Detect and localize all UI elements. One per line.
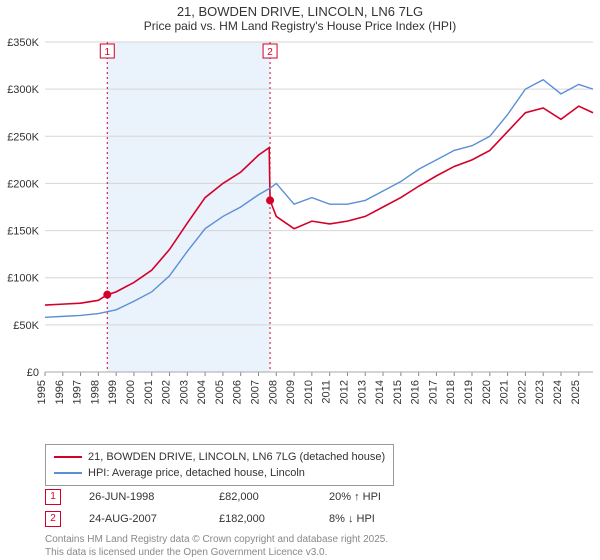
svg-text:2023: 2023 <box>534 380 546 404</box>
svg-text:£200K: £200K <box>7 178 39 190</box>
legend-swatch <box>54 472 82 474</box>
svg-text:2001: 2001 <box>143 380 155 404</box>
svg-text:2024: 2024 <box>552 380 564 404</box>
svg-text:£150K: £150K <box>7 226 39 238</box>
sale-diff: 20% ↑ HPI <box>329 491 381 503</box>
sale-price: £82,000 <box>219 491 329 503</box>
svg-text:2007: 2007 <box>250 380 262 404</box>
chart-title: 21, BOWDEN DRIVE, LINCOLN, LN6 7LG Price… <box>0 0 600 33</box>
svg-text:2008: 2008 <box>267 380 279 404</box>
sale-date: 24-AUG-2007 <box>89 513 219 525</box>
svg-text:1999: 1999 <box>107 380 119 404</box>
svg-text:2004: 2004 <box>196 380 208 404</box>
svg-text:1998: 1998 <box>89 380 101 404</box>
chart-area: £0£50K£100K£150K£200K£250K£300K£350K1995… <box>45 42 593 402</box>
svg-text:2013: 2013 <box>356 380 368 404</box>
svg-text:2000: 2000 <box>125 380 137 404</box>
svg-text:£350K: £350K <box>7 37 39 49</box>
svg-text:2011: 2011 <box>321 380 333 404</box>
svg-text:£300K: £300K <box>7 84 39 96</box>
svg-text:2002: 2002 <box>161 380 173 404</box>
svg-text:2012: 2012 <box>338 380 350 404</box>
legend-label: HPI: Average price, detached house, Linc… <box>88 467 305 479</box>
sale-date: 26-JUN-1998 <box>89 491 219 503</box>
svg-text:1995: 1995 <box>36 380 48 404</box>
svg-text:£50K: £50K <box>13 320 39 332</box>
footer-line2: This data is licensed under the Open Gov… <box>45 547 388 560</box>
svg-text:2010: 2010 <box>303 380 315 404</box>
sale-diff: 8% ↓ HPI <box>329 513 375 525</box>
legend-label: 21, BOWDEN DRIVE, LINCOLN, LN6 7LG (deta… <box>88 451 385 463</box>
svg-text:£100K: £100K <box>7 273 39 285</box>
svg-text:1996: 1996 <box>54 380 66 404</box>
sale-row: 2 24-AUG-2007 £182,000 8% ↓ HPI <box>45 511 375 527</box>
svg-text:2009: 2009 <box>285 380 297 404</box>
legend-item: 21, BOWDEN DRIVE, LINCOLN, LN6 7LG (deta… <box>54 449 385 465</box>
svg-text:2015: 2015 <box>392 380 404 404</box>
svg-text:2003: 2003 <box>178 380 190 404</box>
svg-text:2017: 2017 <box>427 380 439 404</box>
legend-item: HPI: Average price, detached house, Linc… <box>54 465 385 481</box>
sale-price: £182,000 <box>219 513 329 525</box>
sale-marker-icon: 2 <box>45 511 61 527</box>
title-line1: 21, BOWDEN DRIVE, LINCOLN, LN6 7LG <box>0 4 600 19</box>
svg-text:2019: 2019 <box>463 380 475 404</box>
svg-text:2016: 2016 <box>410 380 422 404</box>
svg-text:2: 2 <box>267 47 273 58</box>
svg-text:2025: 2025 <box>570 380 582 404</box>
legend: 21, BOWDEN DRIVE, LINCOLN, LN6 7LG (deta… <box>45 444 394 486</box>
svg-text:2018: 2018 <box>445 380 457 404</box>
svg-text:£0: £0 <box>27 367 39 379</box>
footer: Contains HM Land Registry data © Crown c… <box>45 534 388 559</box>
svg-text:2022: 2022 <box>516 380 528 404</box>
title-line2: Price paid vs. HM Land Registry's House … <box>0 19 600 33</box>
svg-text:2021: 2021 <box>499 380 511 404</box>
sale-row: 1 26-JUN-1998 £82,000 20% ↑ HPI <box>45 489 381 505</box>
legend-swatch <box>54 456 82 458</box>
sale-marker-icon: 1 <box>45 489 61 505</box>
svg-text:1: 1 <box>104 47 110 58</box>
svg-text:2020: 2020 <box>481 380 493 404</box>
svg-text:2014: 2014 <box>374 380 386 404</box>
footer-line1: Contains HM Land Registry data © Crown c… <box>45 534 388 547</box>
svg-text:£250K: £250K <box>7 131 39 143</box>
svg-text:1997: 1997 <box>72 380 84 404</box>
svg-text:2006: 2006 <box>232 380 244 404</box>
svg-text:2005: 2005 <box>214 380 226 404</box>
